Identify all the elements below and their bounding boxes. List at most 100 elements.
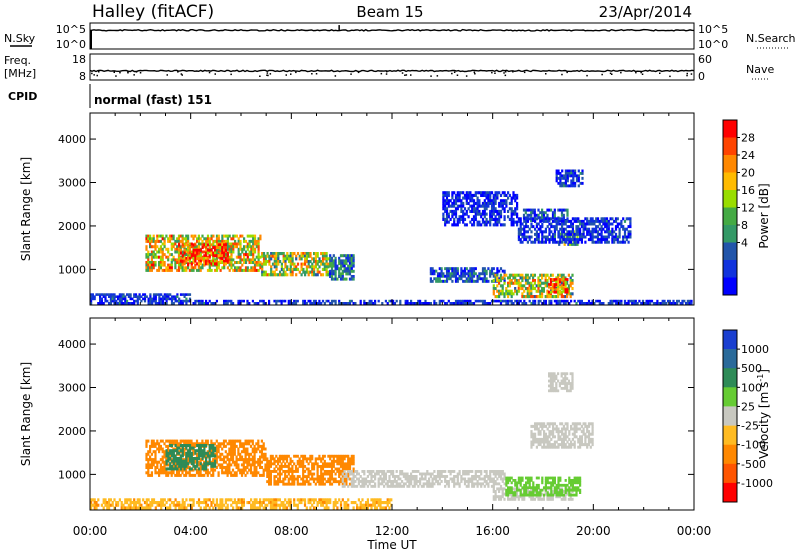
heatmap-cell — [330, 272, 334, 276]
heatmap-cell — [176, 439, 179, 443]
heatmap-cell — [492, 204, 495, 208]
heatmap-cell — [507, 302, 510, 305]
heatmap-cell — [436, 472, 440, 476]
heatmap-cell — [505, 302, 508, 305]
heatmap-cell — [566, 184, 569, 188]
heatmap-cell — [352, 477, 355, 481]
heatmap-cell — [569, 279, 572, 283]
heatmap-cell — [388, 470, 391, 473]
heatmap-cell — [176, 295, 179, 298]
heatmap-cell — [149, 234, 152, 238]
heatmap-cell — [451, 274, 454, 278]
heatmap-cell — [469, 272, 472, 276]
heatmap-cell — [557, 208, 560, 212]
heatmap-cell — [462, 269, 465, 273]
heatmap-cell — [341, 467, 344, 471]
heatmap-cell — [228, 463, 231, 467]
heatmap-cell — [217, 247, 220, 251]
heatmap-cell — [465, 277, 468, 281]
heatmap-cell — [303, 480, 307, 484]
heatmap-cell — [231, 455, 235, 459]
heatmap-cell — [264, 463, 267, 467]
heatmap-cell — [264, 458, 267, 462]
heatmap-cell — [629, 217, 632, 221]
heatmap-cell — [447, 201, 450, 205]
heatmap-cell — [181, 299, 184, 303]
heatmap-cell — [145, 295, 148, 298]
heatmap-cell — [519, 230, 522, 234]
heatmap-cell — [163, 302, 166, 305]
heatmap-cell — [100, 302, 103, 305]
heatmap-cell — [575, 302, 578, 305]
heatmap-cell — [302, 472, 305, 476]
heatmap-cell — [539, 281, 542, 285]
heatmap-cell — [161, 302, 165, 305]
heatmap-cell — [147, 439, 150, 443]
heatmap-cell — [206, 302, 209, 305]
heatmap-cell — [217, 262, 220, 266]
heatmap-cell — [512, 302, 515, 305]
heatmap-cell — [530, 213, 533, 217]
heatmap-cell — [284, 457, 287, 461]
heatmap-cell — [551, 273, 554, 277]
heatmap-cell — [377, 299, 380, 303]
heatmap-cell — [120, 295, 123, 298]
heatmap-cell — [222, 460, 226, 464]
heatmap-cell — [357, 472, 360, 476]
heatmap-cell — [261, 270, 264, 274]
heatmap-cell — [172, 245, 175, 249]
noise-left-label: N.Sky — [4, 32, 36, 45]
heatmap-cell — [239, 268, 242, 272]
heatmap-cell — [526, 287, 529, 291]
heatmap-cell — [320, 457, 323, 461]
heatmap-cell — [282, 267, 285, 271]
heatmap-cell — [395, 480, 398, 483]
heatmap-cell — [197, 248, 201, 252]
heatmap-cell — [474, 475, 477, 478]
heatmap-cell — [508, 299, 511, 303]
heatmap-cell — [223, 234, 226, 238]
heatmap-cell — [566, 230, 569, 234]
heatmap-cell — [526, 493, 529, 497]
heatmap-cell — [496, 495, 499, 499]
heatmap-cell — [316, 260, 319, 264]
heatmap-cell — [194, 473, 197, 477]
heatmap-cell — [277, 252, 280, 256]
heatmap-cell — [170, 295, 174, 298]
heatmap-cell — [239, 234, 242, 238]
heatmap-cell — [225, 239, 228, 243]
heatmap-cell — [370, 299, 373, 303]
heatmap-cell — [442, 274, 445, 278]
heatmap-cell — [217, 471, 220, 475]
heatmap-cell — [517, 481, 520, 485]
heatmap-cell — [240, 463, 244, 467]
heatmap-cell — [507, 299, 510, 303]
heatmap-cell — [252, 245, 255, 249]
heatmap-cell — [161, 234, 164, 238]
heatmap-cell — [476, 201, 479, 205]
heatmap-cell — [505, 479, 508, 482]
heatmap-cell — [181, 237, 184, 241]
heatmap-cell — [213, 452, 217, 456]
heatmap-cell — [115, 302, 118, 305]
heatmap-cell — [150, 471, 153, 475]
heatmap-cell — [246, 302, 249, 305]
heatmap-cell — [313, 267, 316, 271]
heatmap-cell — [530, 284, 533, 288]
trace-dot — [357, 71, 360, 74]
heatmap-cell — [445, 191, 449, 195]
heatmap-cell — [289, 262, 292, 266]
heatmap-cell — [190, 242, 193, 246]
heatmap-cell — [149, 458, 152, 462]
heatmap-cell — [496, 196, 499, 200]
heatmap-cell — [343, 475, 346, 478]
heatmap-cell — [494, 201, 497, 205]
heatmap-cell — [181, 254, 184, 258]
heatmap-cell — [339, 465, 343, 468]
heatmap-cell — [262, 442, 265, 446]
heatmap-cell — [330, 462, 334, 466]
heatmap-cell — [517, 279, 520, 283]
heatmap-cell — [206, 462, 209, 466]
heatmap-cell — [212, 256, 215, 260]
heatmap-cell — [595, 219, 598, 223]
